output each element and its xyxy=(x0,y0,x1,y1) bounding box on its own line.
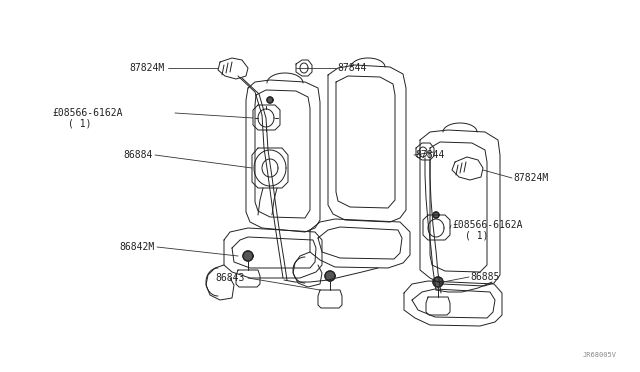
Polygon shape xyxy=(433,277,443,287)
Polygon shape xyxy=(243,251,253,261)
Text: 86884: 86884 xyxy=(124,150,153,160)
Polygon shape xyxy=(267,97,273,103)
Text: £08566-6162A: £08566-6162A xyxy=(452,220,522,230)
Text: 86885: 86885 xyxy=(470,272,499,282)
Text: £08566-6162A: £08566-6162A xyxy=(52,108,122,118)
Polygon shape xyxy=(325,271,335,281)
Text: 87844: 87844 xyxy=(337,63,366,73)
Text: 86842M: 86842M xyxy=(120,242,155,252)
Text: ( 1): ( 1) xyxy=(68,119,92,129)
Text: JR68005V: JR68005V xyxy=(583,352,617,358)
Text: ( 1): ( 1) xyxy=(465,231,488,241)
Text: 87824M: 87824M xyxy=(513,173,548,183)
Text: 87824M: 87824M xyxy=(130,63,165,73)
Text: 87844: 87844 xyxy=(415,150,444,160)
Polygon shape xyxy=(433,212,439,218)
Text: 86843: 86843 xyxy=(215,273,244,283)
